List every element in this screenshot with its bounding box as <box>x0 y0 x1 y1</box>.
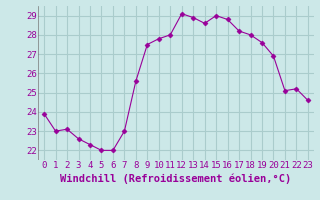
X-axis label: Windchill (Refroidissement éolien,°C): Windchill (Refroidissement éolien,°C) <box>60 173 292 184</box>
